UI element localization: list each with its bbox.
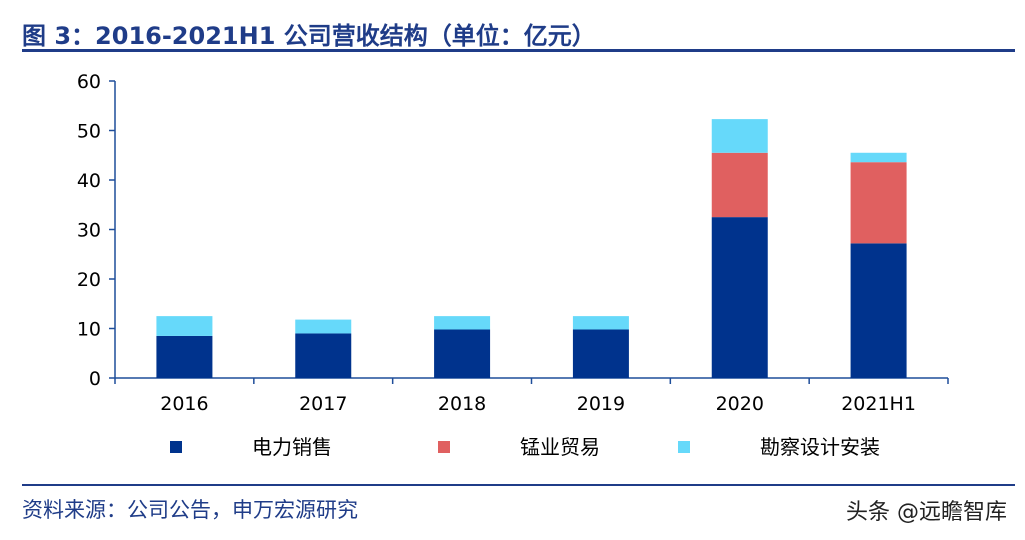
x-tick-label: 2018 bbox=[438, 393, 486, 415]
y-tick-label: 50 bbox=[77, 121, 101, 143]
bar-segment bbox=[850, 152, 907, 163]
y-tick-label: 30 bbox=[77, 220, 101, 242]
bar-segment bbox=[572, 316, 629, 330]
bar-segment bbox=[850, 162, 907, 244]
x-tick-label: 2017 bbox=[299, 393, 347, 415]
x-tick-label: 2019 bbox=[577, 393, 625, 415]
stacked-bar-chart: 0 10 20 30 40 50 60 2016 2017 2018 2019 2020 2021H1… bbox=[77, 71, 949, 459]
bars bbox=[156, 119, 907, 378]
footer-divider bbox=[22, 484, 1015, 486]
x-axis: 2016 2017 2018 2019 2020 2021H1 bbox=[114, 377, 949, 415]
watermark: 头条 @远瞻智库 bbox=[846, 500, 1007, 525]
legend-label: 勘察设计安装 bbox=[760, 435, 880, 459]
x-tick-label: 2020 bbox=[716, 393, 764, 415]
source-note: 资料来源：公司公告，申万宏源研究 bbox=[22, 498, 358, 522]
bar-segment bbox=[711, 152, 768, 218]
x-tick-label: 2021H1 bbox=[841, 393, 916, 415]
legend-label: 电力销售 bbox=[252, 435, 332, 459]
y-tick-label: 10 bbox=[77, 319, 101, 341]
bar-segment bbox=[156, 316, 213, 336]
bar-segment bbox=[711, 119, 768, 153]
legend-swatch bbox=[678, 441, 690, 453]
bar-segment bbox=[434, 316, 491, 330]
y-tick-label: 0 bbox=[89, 368, 101, 390]
legend: 电力销售 锰业贸易 勘察设计安装 bbox=[170, 435, 880, 459]
bar-segment bbox=[711, 217, 768, 378]
x-tick-label: 2016 bbox=[160, 393, 208, 415]
legend-label: 锰业贸易 bbox=[520, 435, 600, 459]
y-tick-label: 20 bbox=[77, 269, 101, 291]
bar-segment bbox=[156, 335, 213, 378]
legend-swatch bbox=[438, 441, 450, 453]
y-axis: 0 10 20 30 40 50 60 bbox=[77, 71, 116, 390]
bar-segment bbox=[295, 319, 352, 334]
bar-segment bbox=[572, 329, 629, 378]
bar-segment bbox=[295, 333, 352, 378]
y-tick-label: 60 bbox=[77, 71, 101, 93]
bar-segment bbox=[850, 243, 907, 378]
y-tick-label: 40 bbox=[77, 170, 101, 192]
chart-title: 图 3：2016-2021H1 公司营收结构（单位：亿元） bbox=[22, 22, 596, 50]
legend-swatch bbox=[170, 441, 182, 453]
title-divider bbox=[22, 49, 1015, 52]
bar-segment bbox=[434, 329, 491, 378]
